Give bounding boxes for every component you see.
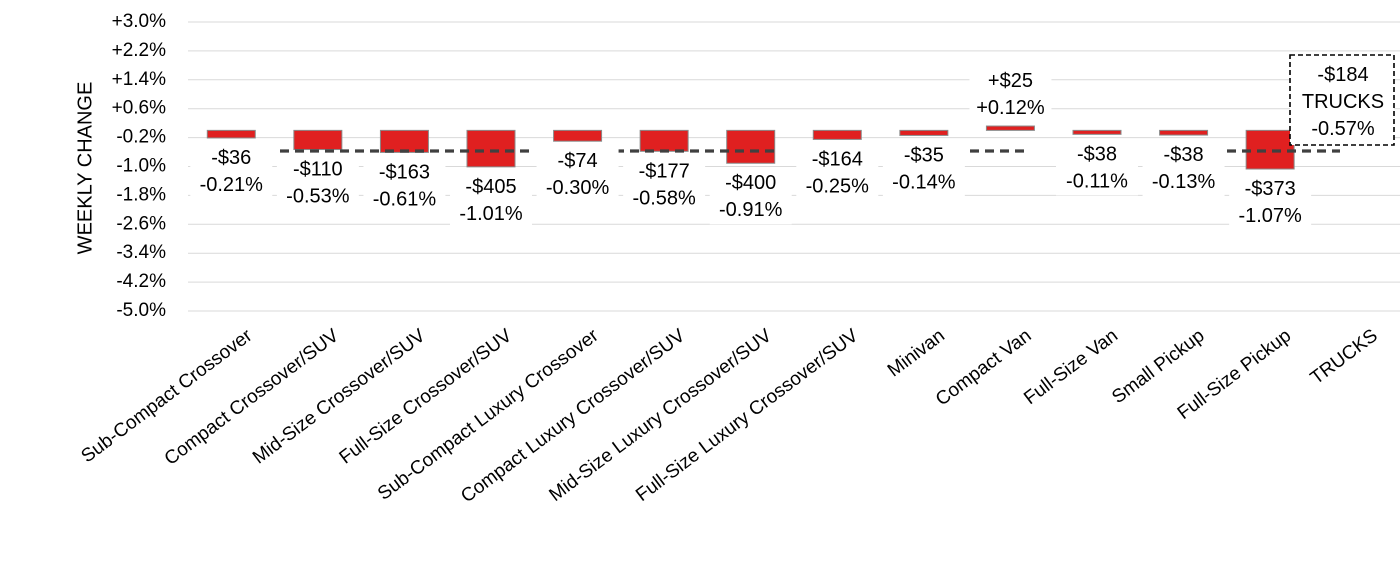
data-label-percent: -0.30% xyxy=(546,177,610,199)
x-category-label: Sub-Compact Crossover xyxy=(78,325,257,467)
average-callout-box xyxy=(1289,54,1395,146)
x-category-label: Minivan xyxy=(884,325,949,381)
data-label-background xyxy=(1229,174,1312,231)
y-tick-label: +1.4% xyxy=(112,69,167,90)
bar xyxy=(553,129,603,142)
data-label-background xyxy=(536,146,619,203)
y-tick-label: -1.0% xyxy=(116,156,166,177)
data-label-dollar: -$373 xyxy=(1245,178,1296,200)
data-label-dollar: -$35 xyxy=(904,144,944,166)
data-label-percent: -0.61% xyxy=(373,188,437,210)
bar xyxy=(899,129,949,136)
y-tick-label: -4.2% xyxy=(116,271,166,292)
data-label-dollar: -$163 xyxy=(379,161,430,183)
data-label-percent: -1.07% xyxy=(1238,205,1302,227)
x-category-label: Full-Size Crossover/SUV xyxy=(336,325,517,468)
x-category-label: Full-Size Van xyxy=(1020,325,1122,409)
x-category-label: Mid-Size Crossover/SUV xyxy=(249,325,430,468)
data-label-background xyxy=(450,171,532,228)
data-label-percent: -0.21% xyxy=(200,174,264,196)
data-label-dollar: -$38 xyxy=(1164,144,1204,166)
y-tick-label: -1.8% xyxy=(116,184,166,205)
y-axis-title: WEEKLY CHANGE xyxy=(74,82,96,255)
data-label-background xyxy=(969,66,1052,123)
data-labels: -$36 -0.21% -$110 -0.53% -$163 -0.61% -$405 -1.… xyxy=(190,66,1312,231)
bar xyxy=(726,129,776,164)
data-label-dollar: -$36 xyxy=(211,147,251,169)
data-label-background xyxy=(363,157,446,214)
data-label-dollar: -$110 xyxy=(293,159,343,181)
y-tick-label: +0.6% xyxy=(112,98,167,119)
average-callout-percent: -0.57% xyxy=(1311,118,1375,140)
data-label-dollar: -$38 xyxy=(1077,143,1117,165)
data-label-background xyxy=(190,142,273,199)
bar xyxy=(812,129,862,140)
x-category-label: TRUCKS xyxy=(1307,325,1382,389)
bar xyxy=(1072,129,1122,135)
average-callout-name: TRUCKS xyxy=(1302,91,1384,113)
bars xyxy=(206,125,1295,170)
data-label-background xyxy=(623,156,706,213)
data-label-background xyxy=(1142,140,1225,197)
data-label-percent: +0.12% xyxy=(976,97,1045,119)
data-label-percent: -0.25% xyxy=(806,175,870,197)
data-label-background xyxy=(882,140,965,197)
y-axis-ticks: +3.0% +2.2% +1.4% +0.6% -0.2% -1.0% -1.8% -2.6%… xyxy=(112,11,167,321)
bar xyxy=(379,129,429,153)
bar xyxy=(1245,129,1295,170)
data-label-percent: -1.01% xyxy=(459,203,523,225)
y-tick-label: -2.6% xyxy=(116,213,166,234)
y-tick-label: -0.2% xyxy=(116,127,166,148)
data-label-background xyxy=(709,168,792,225)
data-label-percent: -0.13% xyxy=(1152,171,1216,193)
average-callout: -$184 TRUCKS -0.57% xyxy=(1289,54,1395,146)
data-label-background xyxy=(796,144,879,201)
data-label-dollar: -$177 xyxy=(639,160,690,182)
data-label-percent: -0.58% xyxy=(632,187,696,209)
x-category-label: Compact Crossover/SUV xyxy=(161,325,343,470)
data-label-dollar: -$164 xyxy=(812,148,863,170)
bar xyxy=(1159,129,1209,136)
bar xyxy=(639,129,689,152)
data-label-background xyxy=(1056,139,1138,196)
y-tick-label: -5.0% xyxy=(116,300,166,321)
data-label-percent: -0.53% xyxy=(286,186,350,208)
bar xyxy=(293,129,343,151)
data-label-background xyxy=(276,154,359,211)
average-callout-dollar: -$184 xyxy=(1317,64,1368,86)
bar xyxy=(466,129,516,168)
x-category-label: Compact Van xyxy=(932,325,1035,410)
bar xyxy=(985,125,1035,131)
y-tick-label: +2.2% xyxy=(112,40,167,61)
y-tick-label: -3.4% xyxy=(116,242,166,263)
data-label-percent: -0.14% xyxy=(892,171,956,193)
data-label-percent: -0.11% xyxy=(1066,170,1128,192)
data-label-dollar: -$405 xyxy=(465,176,516,198)
bar xyxy=(206,129,256,139)
data-label-percent: -0.91% xyxy=(719,199,783,221)
data-label-dollar: -$74 xyxy=(558,150,598,172)
data-label-dollar: -$400 xyxy=(725,172,776,194)
y-tick-label: +3.0% xyxy=(112,11,167,32)
data-label-dollar: +$25 xyxy=(988,70,1033,92)
